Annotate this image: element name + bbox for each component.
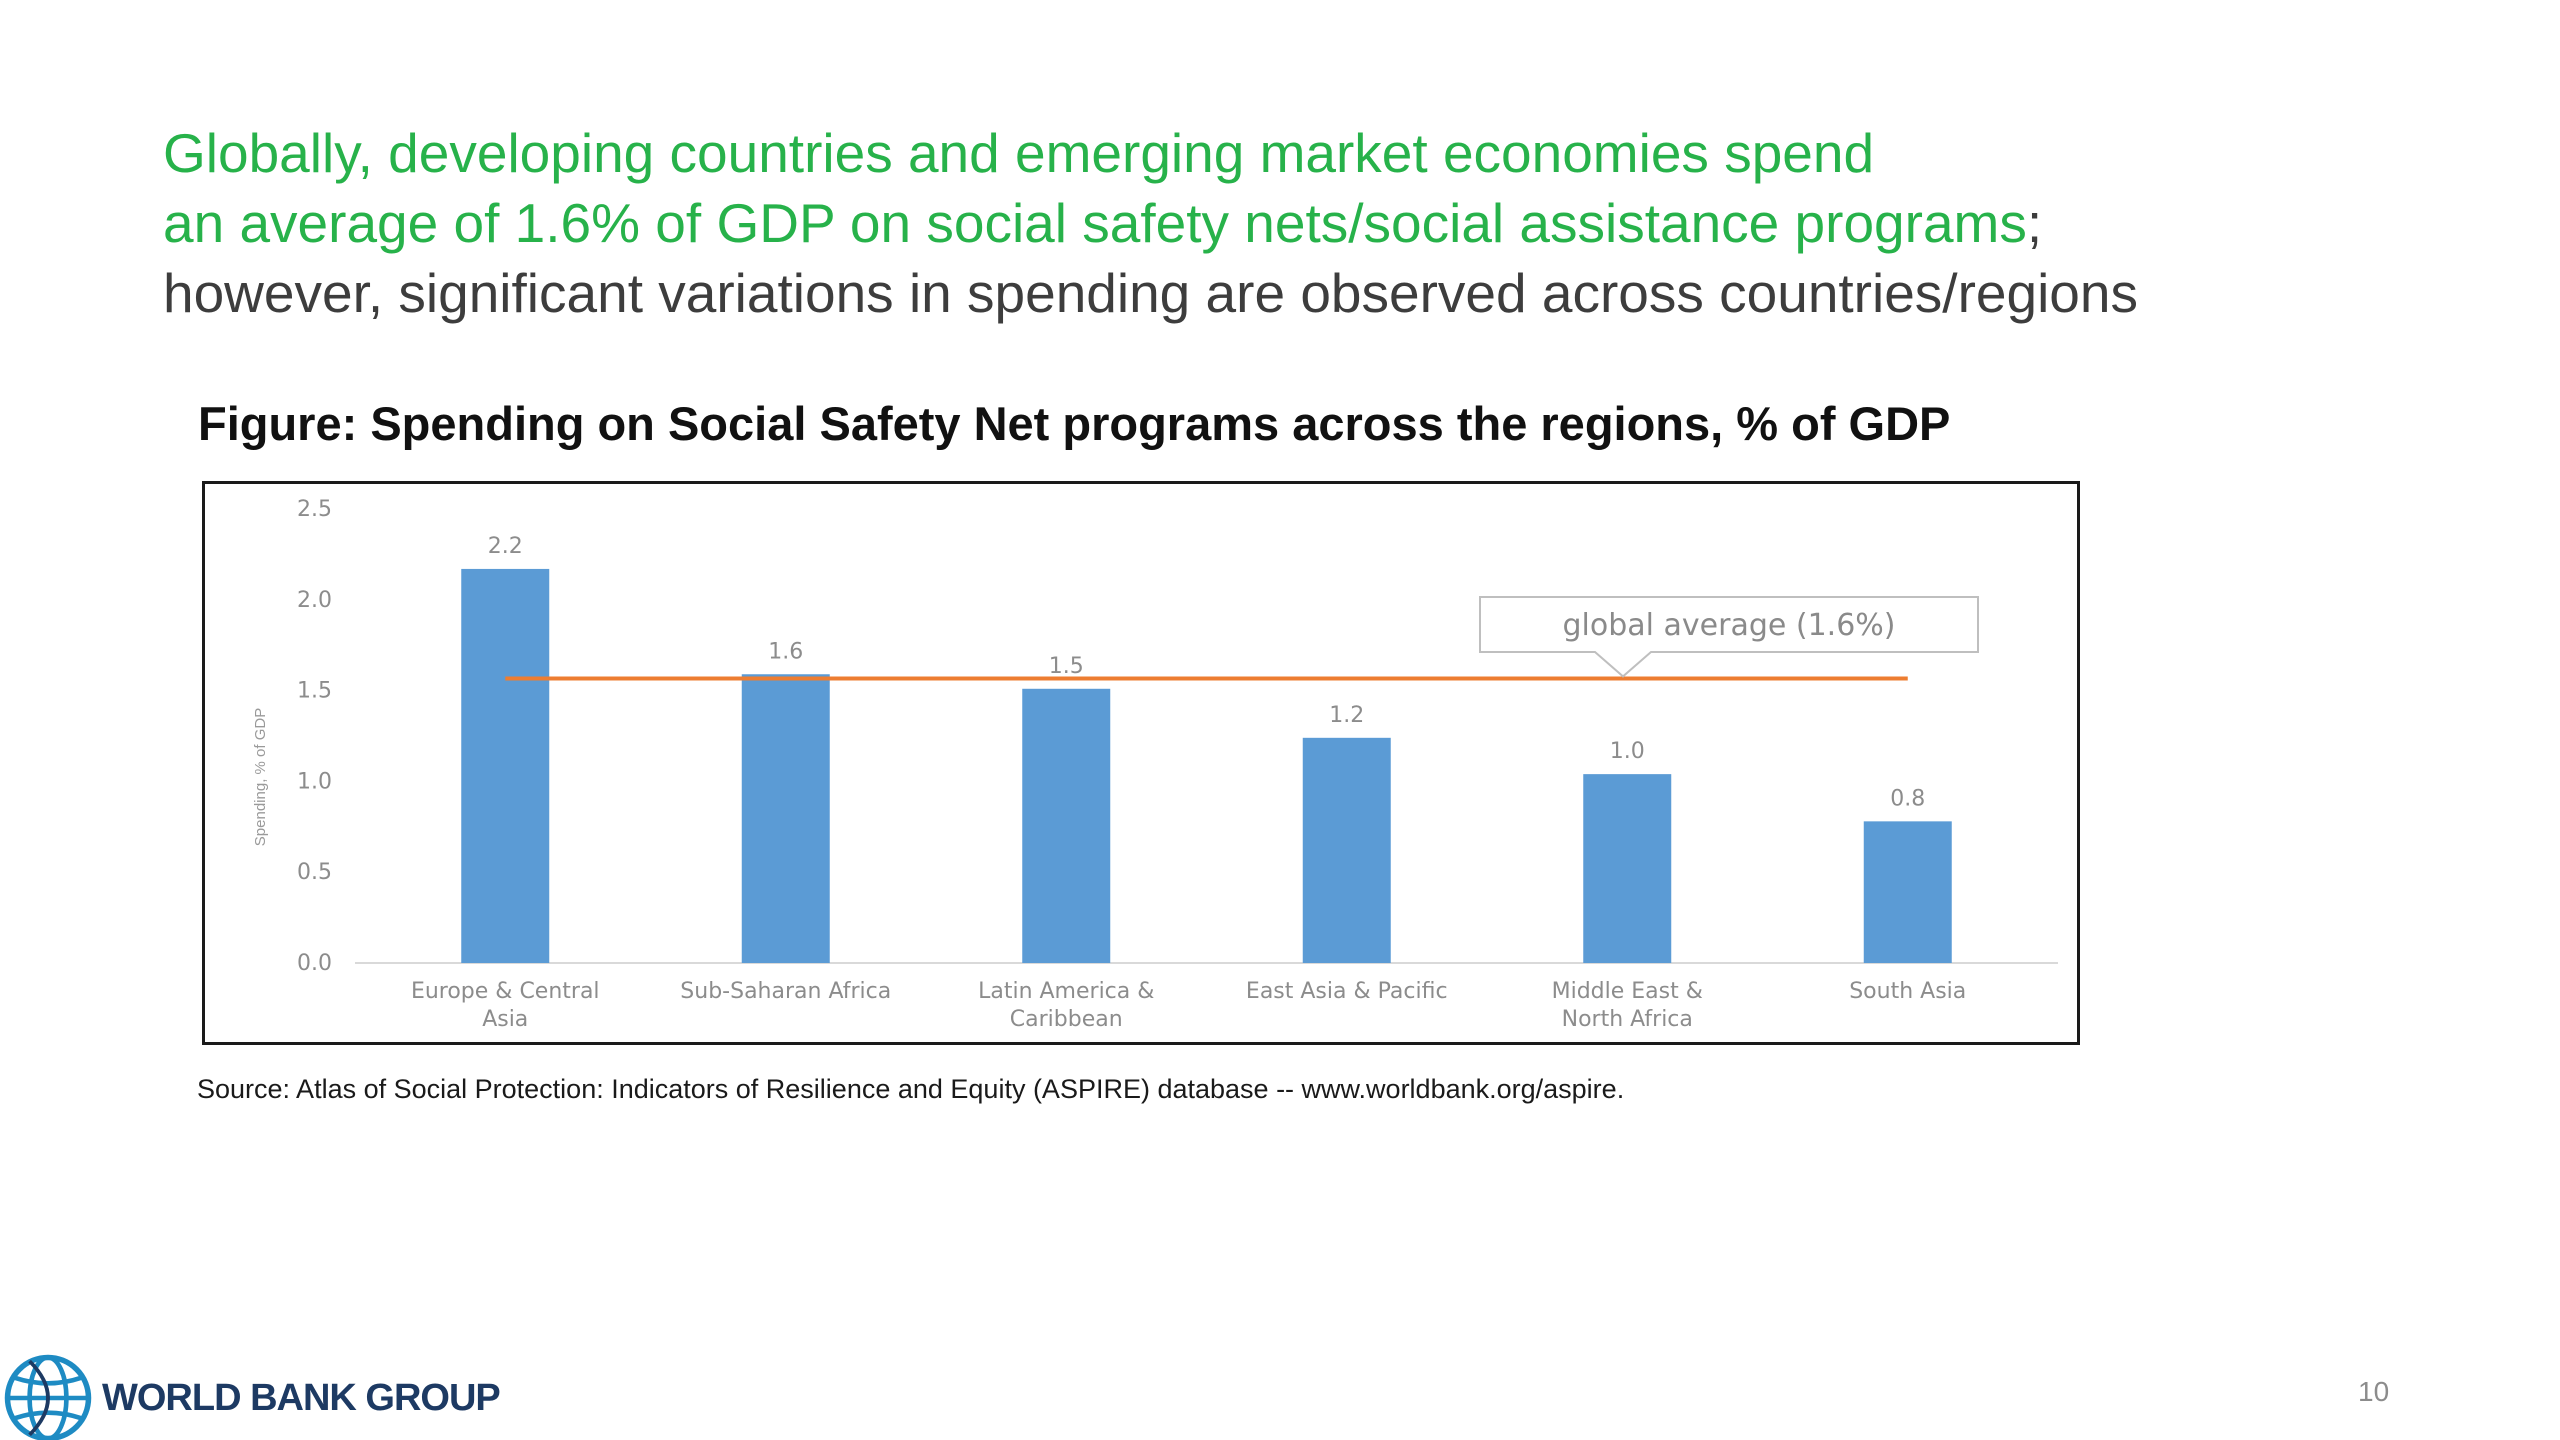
data-label: 1.6: [768, 639, 803, 664]
category-label: North Africa: [1562, 1007, 1693, 1032]
globe-icon: [4, 1354, 92, 1440]
headline-line-1-text: Globally, developing countries and emerg…: [163, 122, 1875, 184]
bar: [741, 674, 830, 963]
category-label: Middle East &: [1552, 979, 1703, 1004]
data-label: 1.2: [1329, 703, 1364, 728]
y-tick-label: 2.5: [297, 497, 332, 522]
y-tick-label: 2.0: [297, 588, 332, 613]
headline-line-3: however, significant variations in spend…: [163, 262, 2138, 324]
bar: [1583, 774, 1672, 963]
category-label: Europe & Central: [411, 979, 600, 1004]
y-axis-label: Spending, % of GDP: [252, 708, 269, 846]
headline-line-2-text: an average of 1.6% of GDP on social safe…: [163, 192, 2027, 254]
category-labels: Europe & Central Asia Sub-Saharan Africa La…: [411, 979, 1966, 1032]
category-label: East Asia & Pacific: [1246, 979, 1448, 1004]
bar: [1302, 737, 1391, 963]
category-label: Latin America &: [978, 979, 1154, 1004]
figure-title: Figure: Spending on Social Safety Net pr…: [198, 397, 1951, 450]
y-tick-label: 0.5: [297, 860, 332, 885]
bar: [1863, 821, 1952, 963]
global-average-label: global average (1.6%): [1562, 608, 1895, 643]
data-labels: 2.2 1.6 1.5 1.2 1.0 0.8: [488, 534, 1926, 811]
bar: [461, 568, 550, 963]
chart-frame: 0.0 0.5 1.0 1.5 2.0 2.5 Spending, % of GDP 2.…: [202, 481, 2080, 1045]
y-axis-ticks: 0.0 0.5 1.0 1.5 2.0 2.5: [297, 497, 332, 976]
data-label: 2.2: [488, 534, 523, 559]
category-label: Asia: [482, 1007, 528, 1032]
page-number: 10: [2358, 1376, 2390, 1407]
data-label: 1.0: [1610, 739, 1645, 764]
logo-wordmark: WORLD BANK GROUP: [102, 1376, 501, 1419]
y-tick-label: 1.0: [297, 769, 332, 794]
category-label: Sub-Saharan Africa: [680, 979, 891, 1004]
bar: [1022, 688, 1111, 963]
bar-chart: 0.0 0.5 1.0 1.5 2.0 2.5 Spending, % of GDP 2.…: [252, 497, 2058, 1032]
world-bank-logo: WORLD BANK GROUP: [2, 1348, 501, 1440]
source-note: Source: Atlas of Social Protection: Indi…: [197, 1074, 1625, 1104]
category-label: South Asia: [1849, 979, 1966, 1004]
y-tick-label: 0.0: [297, 951, 332, 976]
headline-line-1: Globally, developing countries and emerg…: [163, 118, 2413, 188]
slide-headline: Globally, developing countries and emerg…: [163, 118, 2413, 328]
data-label: 0.8: [1890, 786, 1925, 811]
headline-line-2-suffix: ;: [2026, 192, 2043, 254]
data-label: 1.5: [1049, 654, 1084, 679]
category-label: Caribbean: [1010, 1007, 1123, 1032]
y-tick-label: 1.5: [297, 679, 332, 704]
bars: [461, 568, 1952, 963]
global-average-callout-box: [1479, 596, 1979, 678]
headline-line-2: an average of 1.6% of GDP on social safe…: [163, 188, 2413, 258]
